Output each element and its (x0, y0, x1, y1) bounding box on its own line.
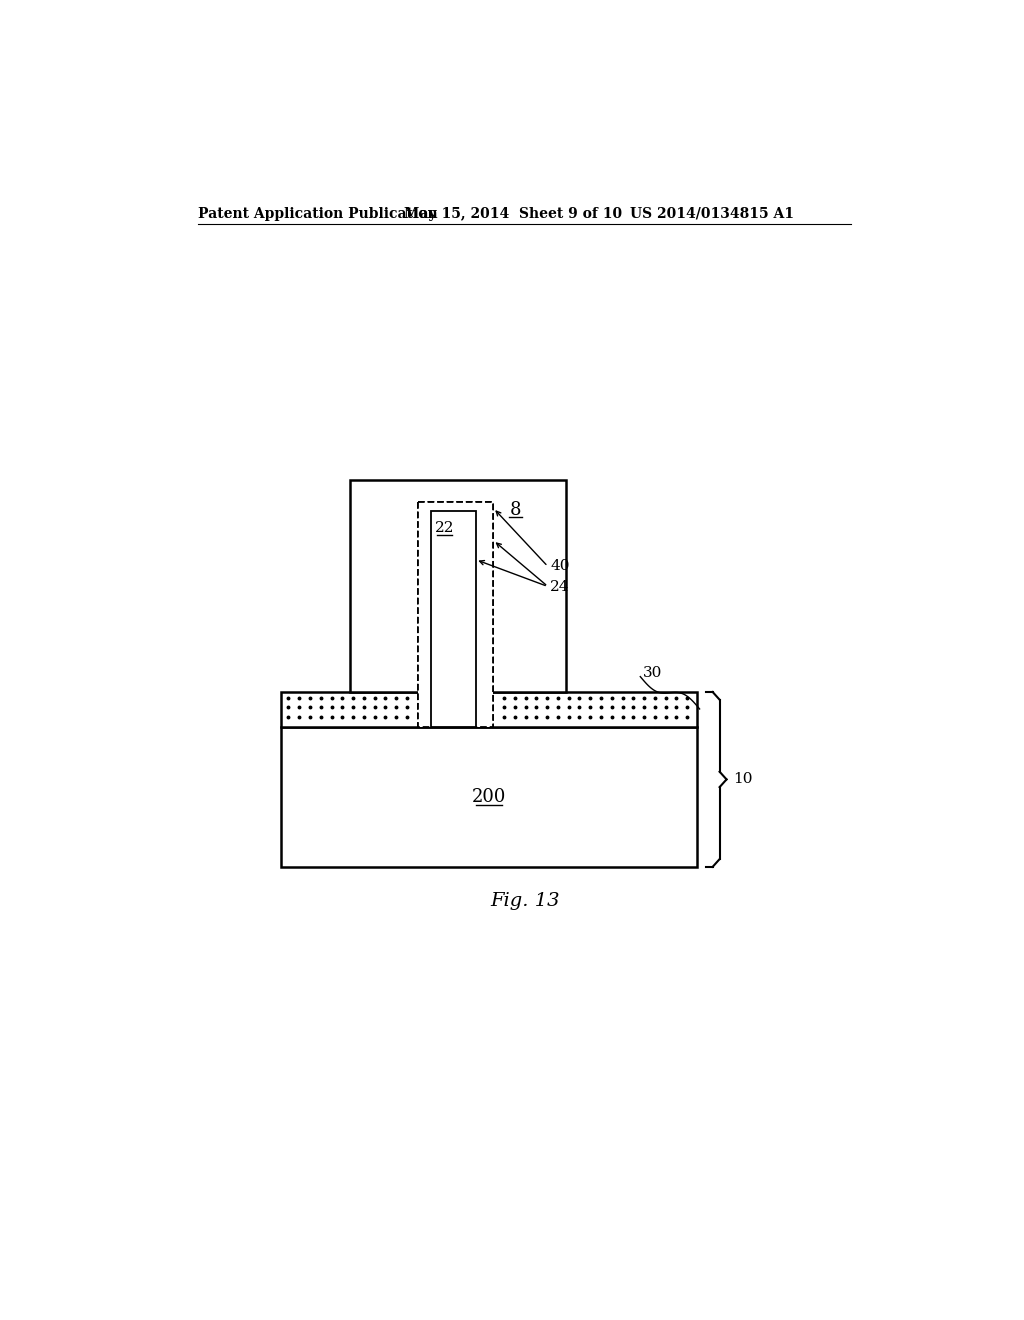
Bar (350, 480, 565, 692)
Bar (281, 726, 696, 867)
Text: 10: 10 (733, 772, 753, 787)
Text: Fig. 13: Fig. 13 (490, 892, 559, 911)
Bar (431, 511, 475, 726)
Text: 30: 30 (643, 665, 662, 680)
Text: 200: 200 (471, 788, 506, 805)
Text: 24: 24 (550, 579, 569, 594)
Text: 40: 40 (550, 560, 569, 573)
Bar (419, 692, 492, 726)
Text: May 15, 2014  Sheet 9 of 10: May 15, 2014 Sheet 9 of 10 (403, 207, 622, 220)
Text: 22: 22 (435, 521, 455, 535)
Text: 8: 8 (510, 500, 521, 519)
Bar (418, 502, 494, 726)
Bar (418, 502, 494, 726)
Text: US 2014/0134815 A1: US 2014/0134815 A1 (630, 207, 794, 220)
Text: Patent Application Publication: Patent Application Publication (199, 207, 438, 220)
Bar (281, 692, 696, 726)
